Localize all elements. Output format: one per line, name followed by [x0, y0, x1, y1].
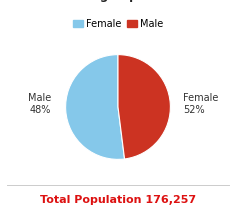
Wedge shape: [66, 55, 125, 159]
Text: Total Population 176,257: Total Population 176,257: [40, 195, 196, 205]
Wedge shape: [118, 55, 170, 159]
Text: Female
52%: Female 52%: [183, 93, 218, 115]
Legend: Female, Male: Female, Male: [69, 15, 167, 33]
Text: Male
48%: Male 48%: [28, 93, 51, 115]
Title: Flushing Population: Flushing Population: [52, 0, 184, 2]
